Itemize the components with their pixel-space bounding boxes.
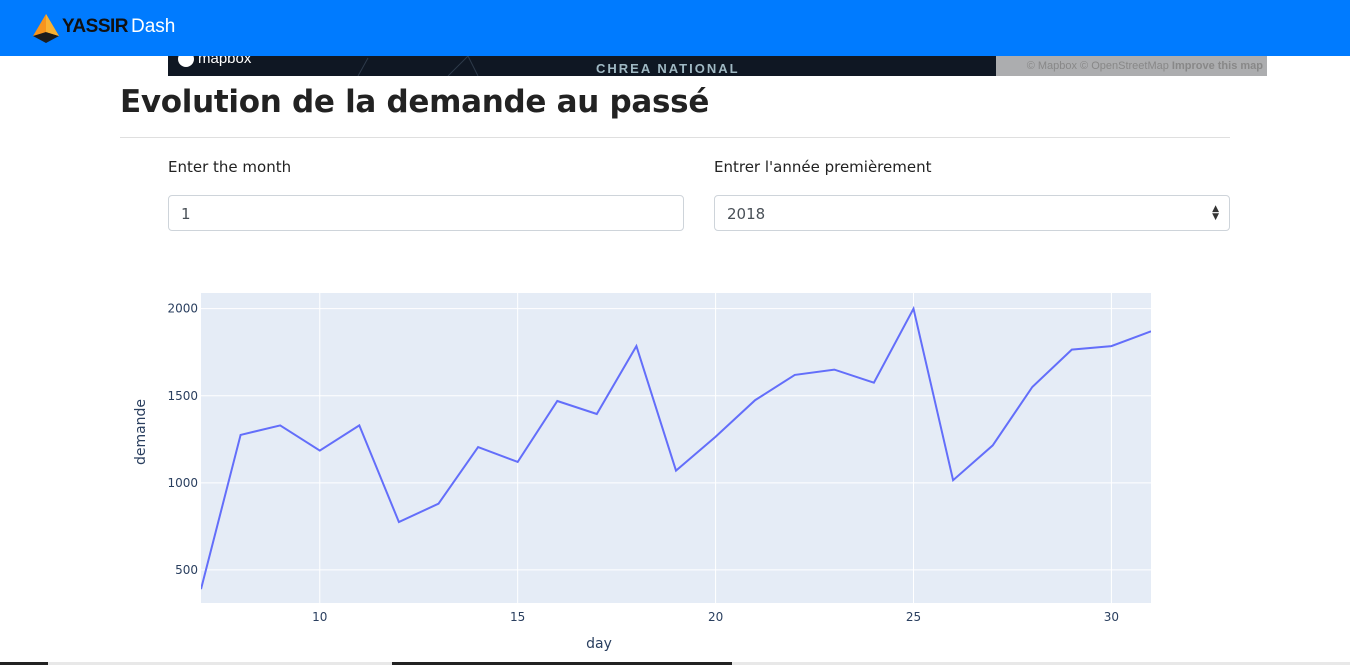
map-view[interactable]: mapbox CHREA NATIONAL © Mapbox © OpenStr… <box>168 56 1267 76</box>
y-tick-label: 1000 <box>167 476 198 490</box>
brand-name: YASSIR <box>62 16 129 37</box>
attribution-text[interactable]: © Mapbox © OpenStreetMap <box>1026 60 1169 72</box>
month-input[interactable]: 1 <box>168 195 684 231</box>
y-tick-label: 1500 <box>167 389 198 403</box>
taskbar-segment <box>0 662 48 665</box>
year-label: Entrer l'année premièrement <box>714 158 932 176</box>
year-select-value: 2018 <box>727 205 766 223</box>
divider <box>120 137 1230 138</box>
navbar: YASSIR Dash <box>0 0 1350 56</box>
demand-line-chart[interactable]: 10 15 20 25 30 500 1000 1500 2000 day demande <box>120 280 1230 665</box>
brand-suffix: Dash <box>131 16 176 37</box>
improve-map-link[interactable]: Improve this map <box>1171 60 1263 72</box>
mapbox-logo-icon <box>178 56 194 67</box>
x-tick-label: 10 <box>312 610 327 624</box>
month-label: Enter the month <box>168 158 292 176</box>
y-tick-label: 500 <box>175 563 198 577</box>
x-tick-label: 15 <box>510 610 525 624</box>
x-tick-label: 20 <box>708 610 723 624</box>
page-title: Evolution de la demande au passé <box>120 84 710 120</box>
yassir-logo-icon[interactable] <box>31 12 61 44</box>
x-tick-label: 30 <box>1104 610 1119 624</box>
x-tick-label: 25 <box>906 610 921 624</box>
mapbox-logo[interactable]: mapbox <box>178 56 251 67</box>
year-select[interactable]: 2018 ▲ ▼ <box>714 195 1230 231</box>
brand[interactable]: YASSIR Dash <box>62 16 175 38</box>
x-axis-title: day <box>586 636 612 652</box>
select-arrows-icon: ▲ ▼ <box>1212 204 1219 222</box>
map-attribution: © Mapbox © OpenStreetMap Improve this ma… <box>996 56 1267 76</box>
y-tick-label: 2000 <box>167 302 198 316</box>
taskbar-segment <box>392 662 732 665</box>
map-terrain <box>357 56 479 76</box>
plot-area <box>201 293 1151 603</box>
mapbox-logo-text: mapbox <box>198 56 252 67</box>
taskbar-strip <box>0 662 1350 665</box>
y-axis-title: demande <box>133 399 149 465</box>
map-place-label: CHREA NATIONAL <box>596 61 740 76</box>
